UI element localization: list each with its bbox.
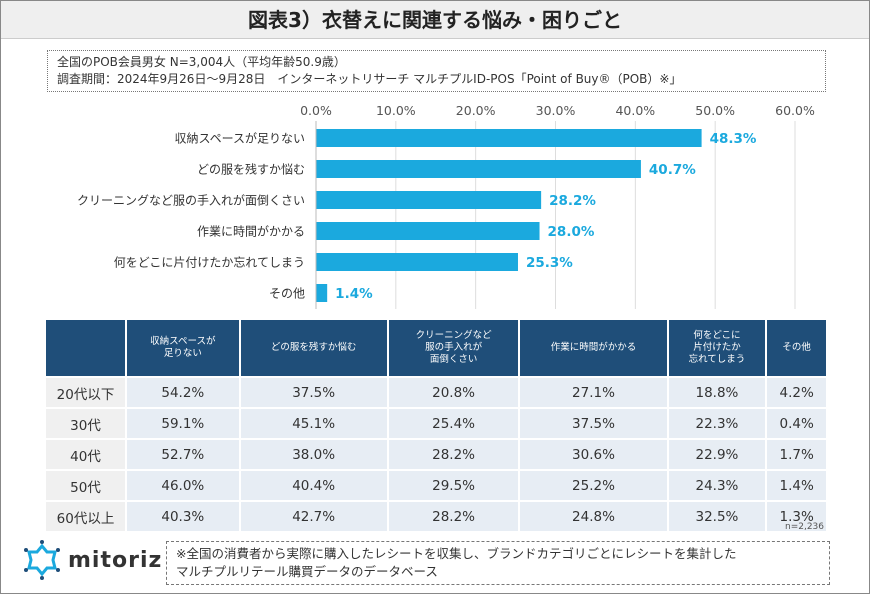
table-cell: 59.1% (127, 409, 239, 438)
table-row: 60代以上 40.3% 42.7% 28.2% 24.8% 32.5% 1.3% (46, 502, 826, 531)
value-label: 40.7% (649, 162, 696, 178)
x-tick-label: 50.0% (695, 103, 735, 118)
table-cell: 40.3% (127, 502, 239, 531)
category-label: その他 (269, 287, 305, 301)
value-label: 28.2% (549, 193, 596, 209)
table-cell: 1.4% (767, 471, 826, 500)
bar (316, 129, 702, 147)
table-cell: 4.2% (767, 378, 826, 407)
bar (316, 253, 518, 271)
footnote-line1: ※全国の消費者から実際に購入したレシートを収集し、ブランドカテゴリごとにレシート… (176, 546, 737, 561)
table-cell: 1.7% (767, 440, 826, 469)
x-tick-label: 0.0% (300, 103, 332, 118)
table-cell: 20.8% (388, 378, 519, 407)
table-cell: 28.2% (388, 440, 519, 469)
table-cell: 29.5% (388, 471, 519, 500)
bar (316, 160, 641, 178)
category-label: 作業に時間がかかる (197, 224, 305, 239)
bar (316, 191, 542, 209)
table-cell: 37.5% (520, 409, 667, 438)
table-cell: 42.7% (240, 502, 387, 531)
table-cell: 52.7% (127, 440, 239, 469)
x-tick-label: 30.0% (536, 103, 576, 118)
table-cell: 40.4% (240, 471, 387, 500)
bar (316, 284, 328, 302)
row-header: 40代 (46, 440, 125, 469)
row-header: 30代 (46, 409, 125, 438)
column-header: 何をどこに 片付けたか 忘れてしまう (668, 320, 766, 376)
value-label: 28.0% (548, 224, 595, 240)
table-cell: 0.4% (767, 409, 826, 438)
survey-info-line2: 調査期間：2024年9月26日～9月28日 インターネットリサーチ マルチプルI… (57, 72, 682, 86)
table-cell: 28.2% (388, 502, 519, 531)
category-label: 何をどこに片付けたか忘れてしまう (114, 255, 305, 270)
sample-size: n=2,236 (784, 522, 824, 532)
logo-text: mitoriz (68, 547, 163, 573)
table-cell: 24.8% (520, 502, 667, 531)
table-cell: 18.8% (668, 378, 766, 407)
value-label: 1.4% (335, 286, 373, 302)
column-header: 収納スペースが 足りない (127, 320, 239, 376)
table-row: 20代以下 54.2% 37.5% 20.8% 27.1% 18.8% 4.2% (46, 378, 826, 407)
category-label: 収納スペースが足りない (174, 131, 305, 146)
footnote-box: ※全国の消費者から実際に購入したレシートを収集し、ブランドカテゴリごとにレシート… (166, 541, 830, 585)
table-cell: 37.5% (240, 378, 387, 407)
table-cell: 30.6% (520, 440, 667, 469)
row-header: 20代以下 (46, 378, 125, 407)
table-row: 40代 52.7% 38.0% 28.2% 30.6% 22.9% 1.7% (46, 440, 826, 469)
category-label: クリーニングなど服の手入れが面倒くさい (77, 193, 305, 208)
bar (316, 222, 540, 240)
table-cell: 24.3% (668, 471, 766, 500)
figure-title: 図表3）衣替えに関連する悩み・困りごと (1, 1, 869, 39)
category-label: どの服を残すか悩む (197, 163, 305, 177)
table-cell: 25.4% (388, 409, 519, 438)
table-row: 30代 59.1% 45.1% 25.4% 37.5% 22.3% 0.4% (46, 409, 826, 438)
x-tick-label: 10.0% (376, 103, 416, 118)
table-cell: 22.3% (668, 409, 766, 438)
table-cell: 1.3% (767, 502, 826, 531)
survey-info-box: 全国のPOB会員男女 N=3,004人（平均年齢50.9歳） 調査期間：2024… (47, 50, 826, 92)
table-cell: 54.2% (127, 378, 239, 407)
table-cell: 38.0% (240, 440, 387, 469)
age-breakdown-table: 収納スペースが 足りない どの服を残すか悩む クリーニングなど 服の手入れが 面倒く… (44, 318, 828, 533)
row-header: 50代 (46, 471, 125, 500)
table-cell: 22.9% (668, 440, 766, 469)
table-cell: 27.1% (520, 378, 667, 407)
logo-mark-icon (24, 540, 60, 580)
x-tick-label: 40.0% (615, 103, 655, 118)
table-cell: 45.1% (240, 409, 387, 438)
column-header: クリーニングなど 服の手入れが 面倒くさい (388, 320, 519, 376)
x-tick-label: 60.0% (775, 103, 815, 118)
table-row: 50代 46.0% 40.4% 29.5% 25.2% 24.3% 1.4% (46, 471, 826, 500)
mitoriz-logo: mitoriz (22, 540, 162, 580)
value-label: 25.3% (526, 255, 573, 271)
row-header: 60代以上 (46, 502, 125, 531)
bar-chart: 0.0% 10.0% 20.0% 30.0% 40.0% 50.0% 60.0% 収納スペース… (77, 103, 815, 309)
column-header: その他 (767, 320, 826, 376)
table-corner (46, 320, 125, 376)
column-header: どの服を残すか悩む (240, 320, 387, 376)
column-header: 作業に時間がかかる (520, 320, 667, 376)
table-cell: 46.0% (127, 471, 239, 500)
value-label: 48.3% (710, 131, 757, 147)
survey-info-line1: 全国のPOB会員男女 N=3,004人（平均年齢50.9歳） (57, 55, 346, 69)
table-cell: 25.2% (520, 471, 667, 500)
table-cell: 32.5% (668, 502, 766, 531)
footnote-line2: マルチプルリテール購買データのデータベース (176, 564, 438, 579)
x-tick-label: 20.0% (456, 103, 496, 118)
